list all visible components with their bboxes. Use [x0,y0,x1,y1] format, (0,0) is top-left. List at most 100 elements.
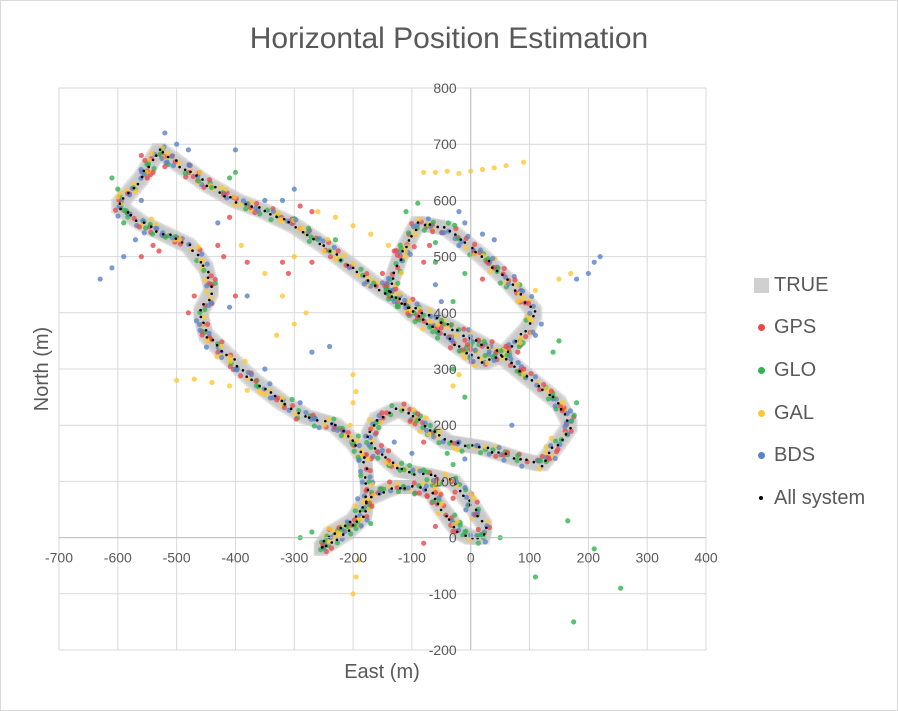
all-system-point [417,314,421,318]
gal-point [348,433,354,439]
all-system-point [423,424,427,428]
glo-point [514,458,520,464]
all-system-point [324,544,328,548]
bds-point [316,425,322,431]
all-system-point [525,375,529,378]
all-system-point [140,175,144,179]
all-system-point [392,271,396,275]
bds-point [367,434,373,441]
all-system-point [305,233,309,237]
glo-point [121,220,127,226]
y-tick-label: 400 [433,305,457,321]
gal-point [204,338,210,344]
gal-point [232,202,238,208]
glo-point [331,416,337,422]
all-system-point [354,515,358,518]
gps-point [374,449,380,455]
x-tick-label: -600 [104,550,132,566]
glo-point [482,352,488,359]
bds-point [490,255,496,262]
bds-point [199,251,205,257]
bds-point [293,217,299,223]
all-system-point [470,444,474,447]
legend-marker-gal [757,409,765,417]
glo-point [490,447,496,453]
all-system-point [364,482,368,485]
glo-point [432,239,439,246]
gps-point [232,293,239,299]
all-system-point [119,207,122,211]
bds-point [226,304,233,310]
glo-point [353,525,359,532]
bds-point [331,244,337,250]
all-system-point [211,338,215,342]
all-system-point [400,302,403,305]
bds-point [262,197,268,203]
bds-point [159,155,165,162]
all-system-point [390,282,394,285]
all-system-point [425,322,429,326]
x-tick-label: -100 [398,550,426,566]
all-system-point [188,243,192,247]
bds-point [462,220,468,226]
all-system-point [335,253,339,256]
gal-point [291,254,297,260]
gps-point [541,381,547,388]
gps-point [254,200,260,207]
bds-point [141,230,147,236]
all-system-point [381,415,385,419]
gal-point [197,169,203,176]
gps-point [385,448,392,454]
all-system-point [142,221,146,224]
glo-point [497,280,503,286]
gps-point [208,273,214,279]
glo-point [430,329,436,335]
all-system-point [399,487,402,490]
glo-point [571,412,577,418]
all-system-point [301,230,305,234]
all-system-point [118,202,122,205]
glo-point [460,532,466,538]
bds-point [356,457,362,463]
gps-point [368,426,374,432]
all-system-point [540,464,544,468]
glo-point [545,396,552,402]
all-system-point [377,492,381,496]
gps-point [253,378,259,384]
true-point [203,285,218,300]
all-system-point [384,456,387,459]
all-system-point [443,333,447,336]
gps-point [204,321,211,327]
all-system-point [565,419,569,422]
all-system-point [351,439,355,442]
all-system-point [161,150,165,154]
all-system-point [201,178,204,181]
bds-point [422,420,428,426]
all-system-point [127,191,130,195]
bds-point [481,529,488,535]
all-system-point [420,311,424,315]
all-system-point [497,451,500,454]
gal-point [518,335,524,341]
glo-point [332,237,339,243]
all-system-point [480,255,484,258]
gal-point [432,484,439,490]
gps-point [426,242,433,248]
all-system-point [454,233,457,236]
all-system-point [372,424,376,427]
all-system-point [199,315,203,319]
glo-point [475,540,481,546]
all-system-point [180,241,184,244]
all-system-point [201,264,205,267]
glo-point [389,402,395,409]
bds-point [409,450,415,456]
gal-point [416,216,422,223]
bds-point [240,198,247,204]
gps-point [394,485,400,491]
gps-point [387,479,393,485]
bds-point [532,332,539,338]
all-system-point [525,458,528,462]
gal-point [438,501,444,507]
gal-point [296,226,303,233]
gps-point [150,242,156,248]
